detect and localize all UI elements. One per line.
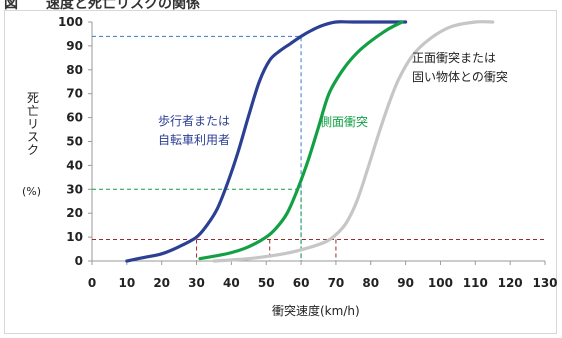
y-tick-label: 30 (66, 182, 83, 196)
x-tick-label: 30 (188, 276, 205, 290)
y-tick-label: 50 (66, 135, 83, 149)
y-tick-label: 70 (66, 87, 83, 101)
y-tick-label: 80 (66, 63, 83, 77)
y-tick-label: 40 (66, 158, 83, 172)
x-tick-label: 80 (362, 276, 379, 290)
x-tick-label: 40 (223, 276, 240, 290)
y-tick-label: 10 (66, 230, 83, 244)
x-axis-label: 衝突速度(km/h) (272, 304, 360, 318)
x-tick-label: 90 (397, 276, 414, 290)
chart-frame (4, 10, 557, 334)
side-impact-risk-line (198, 20, 404, 261)
frontal-annotation: 正面衝突または 固い物体との衝突 (412, 49, 508, 87)
page-title: 図 速度と死亡リスクの関係 (4, 0, 200, 12)
y-tick-label: 0 (75, 254, 83, 268)
y-axis-unit: (%) (22, 185, 42, 198)
pedestrian-risk-line (125, 20, 408, 263)
x-tick-label: 130 (532, 276, 557, 290)
x-tick-label: 100 (428, 276, 453, 290)
y-tick-label: 90 (66, 39, 83, 53)
frontal-annotation-line-1: 正面衝突または (412, 51, 497, 65)
x-tick-label: 120 (498, 276, 523, 290)
frontal-impact-risk-line (212, 20, 495, 263)
frontal-annotation-line-2: 固い物体との衝突 (412, 70, 508, 84)
y-tick-label: 60 (66, 111, 83, 125)
x-tick-label: 60 (293, 276, 310, 290)
x-tick-label: 0 (88, 276, 96, 290)
pedestrian-annotation-line-1: 歩行者または (158, 114, 231, 128)
side-annotation: 側面衝突 (320, 113, 368, 132)
x-tick-label: 10 (118, 276, 135, 290)
reference-line (92, 35, 302, 261)
x-tick-label: 70 (328, 276, 345, 290)
x-tick-label: 20 (153, 276, 170, 290)
pedestrian-annotation: 歩行者または 自転車利用者 (158, 112, 230, 150)
y-tick-label: 100 (58, 15, 83, 29)
y-axis-label: 死亡リスク (26, 91, 39, 157)
x-tick-label: 110 (463, 276, 488, 290)
y-tick-label: 20 (66, 206, 83, 220)
x-tick-label: 50 (258, 276, 275, 290)
pedestrian-annotation-line-2: 自転車利用者 (158, 133, 231, 147)
side-annotation-line-1: 側面衝突 (320, 115, 369, 129)
